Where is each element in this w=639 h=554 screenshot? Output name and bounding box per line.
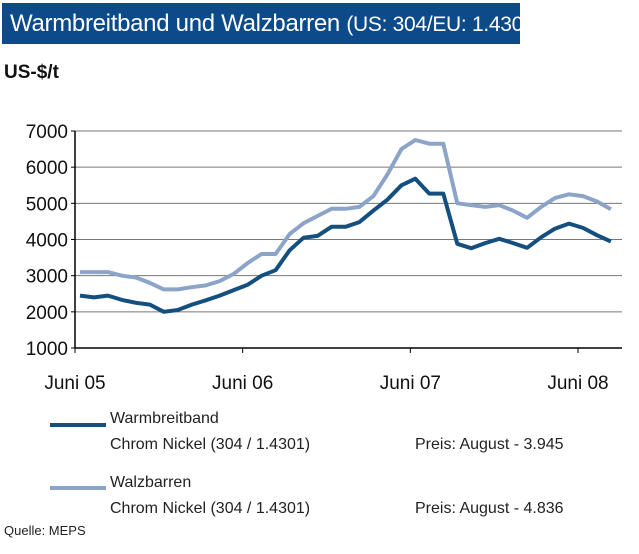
legend-label-walzbarren: Walzbarren (110, 474, 192, 491)
series-line-walzbarren (80, 138, 612, 292)
source-note: Quelle: MEPS (4, 523, 86, 538)
y-tick-label: 3000 (26, 267, 68, 288)
price-warmbreitband: Preis: August - 3.945 (415, 436, 564, 453)
x-tick-label: Juni 06 (212, 373, 273, 394)
x-tick-label: Juni 07 (380, 373, 441, 394)
x-tick-label: Juni 05 (44, 373, 105, 394)
y-tick-label: 2000 (26, 303, 68, 324)
y-axis-unit: US-$/t (4, 62, 59, 83)
chart-title-bar: Warmbreitband und Walzbarren (US: 304/EU… (2, 3, 541, 44)
legend-sublabel-walzbarren: Chrom Nickel (304 / 1.4301) (110, 500, 311, 517)
y-tick-label: 7000 (26, 122, 68, 143)
legend-sublabel-warmbreitband: Chrom Nickel (304 / 1.4301) (110, 436, 311, 453)
y-tick-label: 1000 (26, 339, 68, 360)
legend-label-warmbreitband: Warmbreitband (110, 410, 219, 427)
chart-title: Warmbreitband und Walzbarren (10, 10, 340, 37)
y-tick-label: 5000 (26, 194, 68, 215)
series-line-warmbreitband (79, 176, 612, 314)
y-tick-label: 6000 (26, 158, 68, 179)
y-tick-label: 4000 (26, 231, 68, 252)
price-walzbarren: Preis: August - 4.836 (415, 500, 564, 517)
x-tick-label: Juni 08 (547, 373, 608, 394)
chart-subtitle: (US: 304/EU: 1.4301) (346, 13, 542, 36)
